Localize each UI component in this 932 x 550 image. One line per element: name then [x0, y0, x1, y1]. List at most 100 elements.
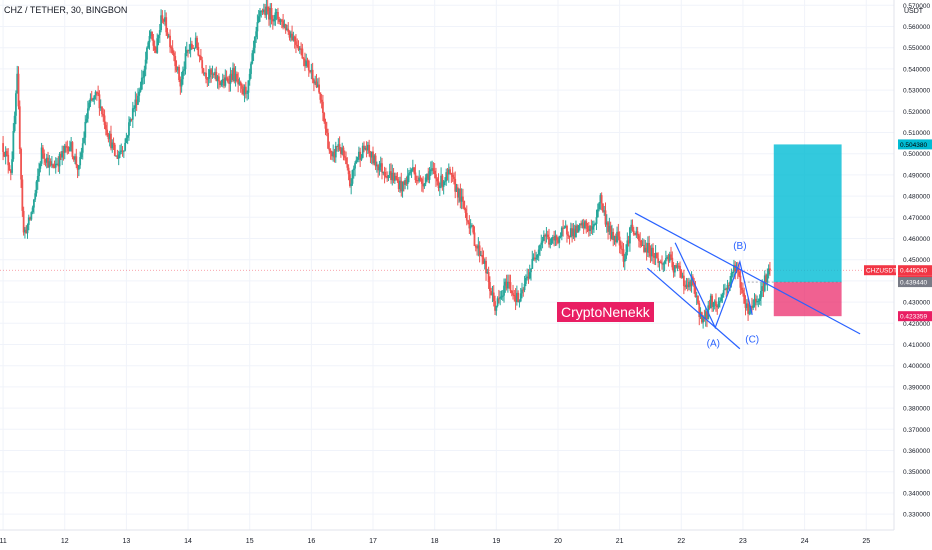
candle-body	[643, 245, 645, 252]
candle-body	[329, 150, 332, 153]
candle-body	[138, 91, 141, 96]
candle-body	[110, 133, 112, 149]
candle-body	[489, 282, 491, 292]
candle-body	[12, 131, 15, 160]
candle-body	[423, 183, 426, 187]
candle-body	[16, 73, 19, 94]
candle-body	[417, 180, 419, 182]
candle-body	[602, 203, 604, 212]
candle-body	[343, 156, 346, 158]
candle-body	[515, 292, 518, 303]
candle-body	[401, 181, 404, 192]
candle-body	[641, 245, 644, 247]
candle-body	[559, 236, 562, 238]
target-zone	[773, 144, 842, 283]
candle-body	[492, 292, 495, 302]
candle-body	[338, 144, 341, 150]
candle-body	[189, 43, 192, 51]
candle-body	[685, 284, 688, 287]
candle-body	[3, 152, 6, 157]
candle-body	[758, 298, 761, 302]
candle-body	[357, 151, 360, 158]
candle-body	[241, 85, 243, 89]
candle-body	[52, 164, 55, 168]
candle-body	[162, 19, 165, 22]
candle-body	[295, 41, 297, 45]
candle-body	[487, 272, 490, 283]
x-tick-label: 23	[739, 538, 747, 545]
candle-body	[42, 147, 44, 154]
candle-body	[54, 163, 57, 168]
candle-body	[187, 50, 189, 52]
candle-body	[704, 311, 707, 319]
candle-body	[568, 235, 571, 238]
x-tick-label: 15	[246, 538, 254, 545]
candle-body	[621, 248, 624, 250]
candle-body	[88, 102, 91, 109]
candle-body	[83, 137, 85, 144]
candle-body	[148, 36, 151, 43]
candle-body	[418, 177, 421, 181]
candle-body	[40, 147, 43, 164]
candle-body	[239, 82, 242, 86]
candle-body	[377, 165, 380, 171]
candle-body	[161, 15, 164, 20]
candle-body	[626, 240, 629, 253]
candle-body	[690, 276, 693, 287]
candle-body	[57, 163, 60, 167]
candle-body	[748, 311, 751, 314]
candle-body	[590, 226, 593, 230]
candle-body	[191, 43, 193, 48]
candle-body	[623, 258, 626, 262]
candle-body	[211, 73, 214, 75]
candle-body	[115, 155, 118, 157]
candle-body	[558, 236, 561, 243]
candle-body	[667, 256, 670, 262]
candle-body	[8, 165, 11, 171]
candle-body	[122, 150, 125, 152]
candle-body	[716, 305, 719, 308]
candle-body	[184, 53, 187, 70]
candle-body	[366, 144, 369, 151]
candle-body	[546, 234, 549, 237]
candle-body	[246, 92, 249, 94]
candle-body	[645, 247, 648, 253]
candle-body	[474, 245, 477, 248]
candle-body	[270, 8, 273, 19]
candle-body	[275, 12, 278, 14]
candle-body	[283, 23, 286, 28]
candle-body	[661, 263, 663, 265]
candle-body	[260, 10, 263, 12]
candle-body	[593, 224, 595, 227]
candle-body	[589, 226, 591, 232]
candle-body	[445, 172, 448, 182]
candle-body	[340, 149, 342, 154]
candle-body	[268, 11, 270, 20]
candle-body	[302, 58, 305, 60]
candle-body	[523, 283, 526, 291]
candle-body	[761, 286, 764, 291]
candle-body	[264, 9, 267, 16]
candle-body	[237, 79, 240, 85]
candle-body	[469, 226, 472, 229]
candle-body	[422, 183, 425, 187]
candle-body	[680, 270, 683, 278]
candle-body	[490, 291, 493, 296]
candle-body	[506, 281, 509, 289]
candle-body	[738, 271, 740, 276]
candle-body	[235, 73, 238, 80]
candle-body	[731, 271, 734, 274]
candle-body	[33, 199, 35, 208]
candle-body	[388, 171, 391, 176]
candle-body	[180, 79, 183, 87]
candle-body	[36, 176, 39, 182]
candle-body	[555, 235, 558, 240]
candle-body	[501, 295, 504, 297]
x-tick-label: 20	[554, 538, 562, 545]
candle-body	[689, 281, 692, 287]
candle-body	[765, 275, 767, 283]
candle-body	[21, 179, 24, 211]
candle-body	[80, 152, 83, 158]
